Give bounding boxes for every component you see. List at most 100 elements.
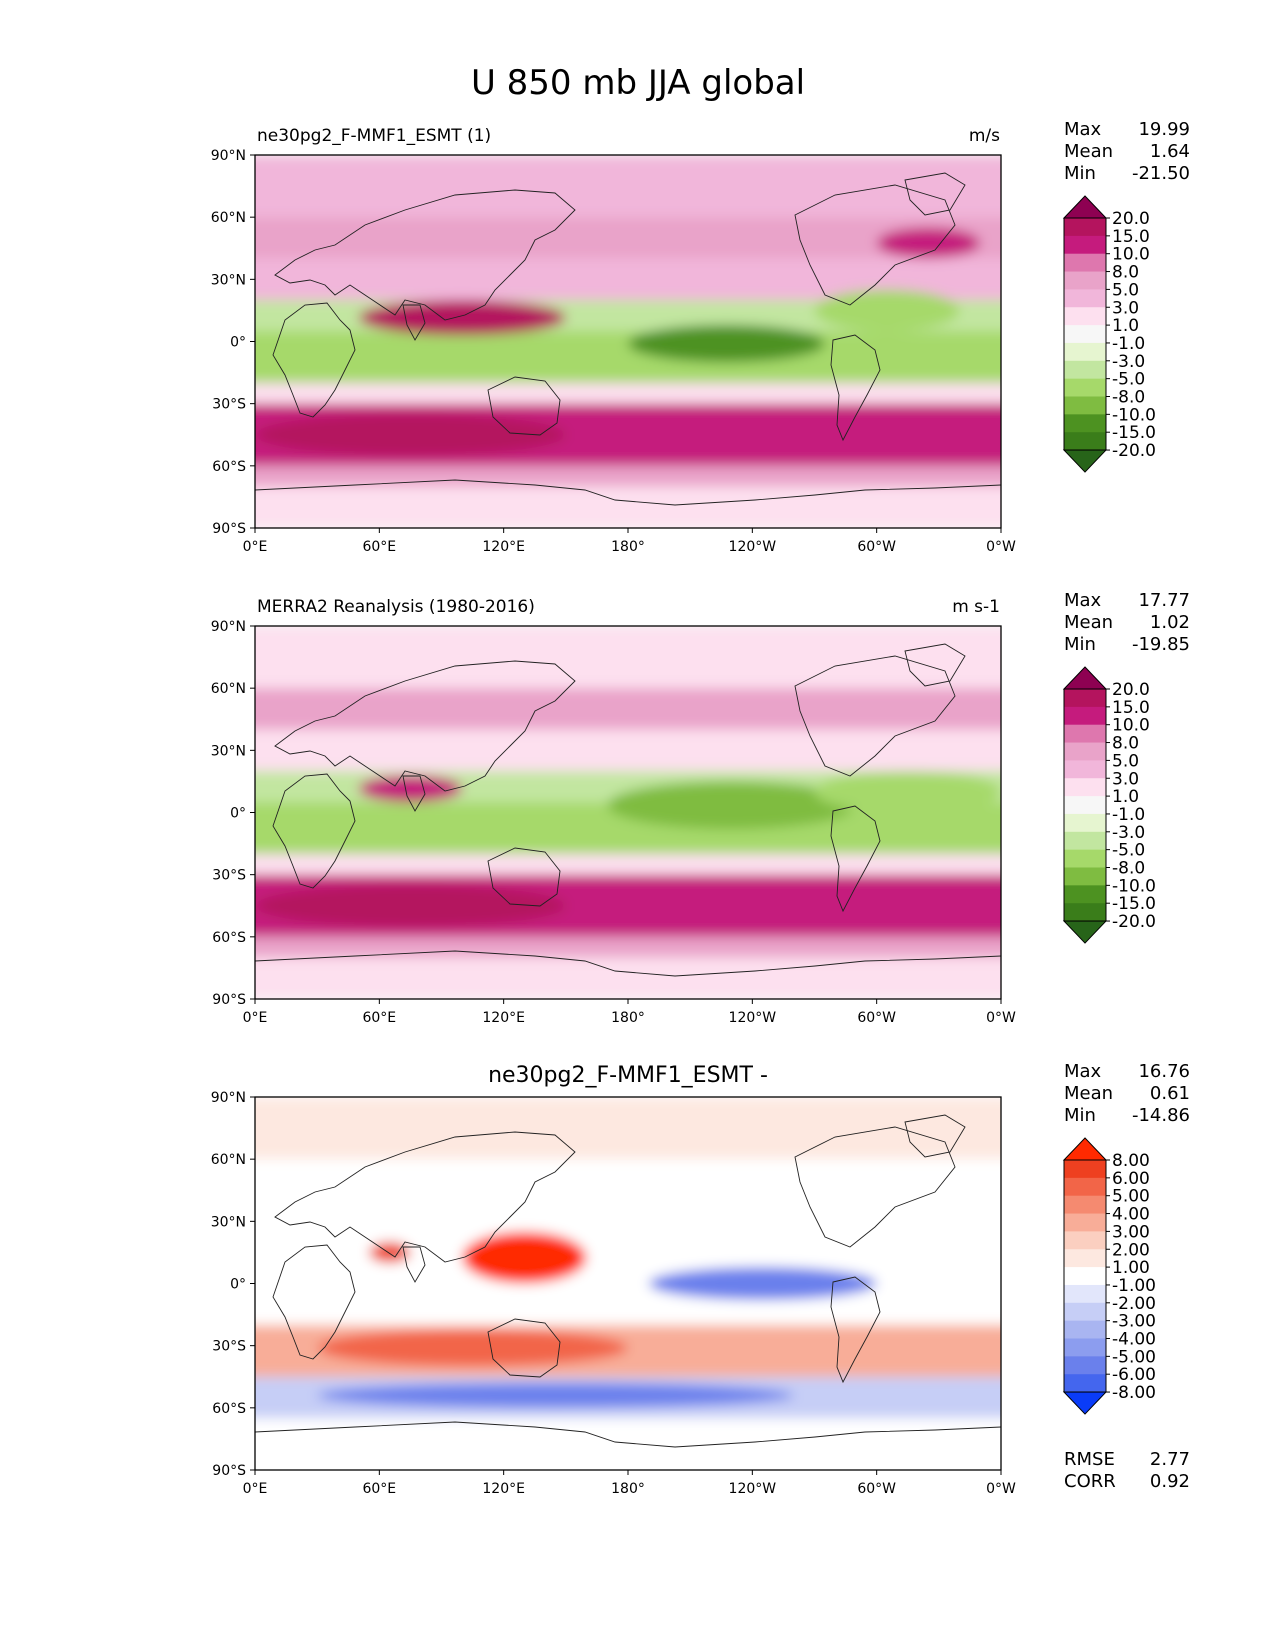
coastline <box>487 847 561 907</box>
lat-tick-label: 30°N <box>211 272 246 288</box>
stat-max-label: Max <box>1064 1061 1102 1082</box>
field-feature <box>317 1329 628 1367</box>
colorbar-label: 5.0 <box>1112 751 1139 771</box>
colorbar: 20.015.010.08.05.03.01.0-1.0-3.0-5.0-8.0… <box>1062 195 1156 473</box>
field-shading <box>255 1097 1001 1470</box>
field-feature <box>648 1266 877 1301</box>
stat-mean-label: Mean <box>1064 141 1113 162</box>
colorbar-label: 10.0 <box>1112 245 1150 265</box>
colorbar-label: 8.0 <box>1112 734 1139 754</box>
coastline <box>794 655 956 777</box>
colorbar-swatch <box>1064 1302 1106 1322</box>
lat-tick-label: 60°N <box>211 1152 246 1168</box>
colorbar-swatch <box>1064 778 1106 797</box>
field-feature <box>358 300 566 336</box>
colorbar-label: -1.00 <box>1112 1276 1156 1296</box>
field-feature <box>368 1242 411 1263</box>
lon-tick-label: 0°W <box>986 1481 1016 1497</box>
colorbar-swatch <box>1064 432 1106 451</box>
colorbar: 8.006.005.004.003.002.001.00-1.00-2.00-3… <box>1062 1137 1156 1415</box>
figure-title: U 850 mb JJA global <box>471 63 805 103</box>
lat-tick-label: 60°S <box>212 1401 246 1417</box>
stat-mean-label: Mean <box>1064 612 1113 633</box>
colorbar-swatch <box>1064 849 1106 868</box>
field-map <box>255 155 1001 528</box>
colorbar-label: 3.00 <box>1112 1222 1150 1242</box>
panel-reference: MERRA2 Reanalysis (1980-2016) m s-1 90°N… <box>211 590 1190 1026</box>
panel-left-title: MERRA2 Reanalysis (1980-2016) <box>257 597 535 617</box>
coastline <box>272 1244 356 1360</box>
coastline <box>274 1131 576 1263</box>
coastline <box>830 334 881 442</box>
lon-tick-label: 0°W <box>986 1010 1016 1026</box>
coastline <box>255 950 1001 977</box>
colorbar-swatch <box>1064 742 1106 761</box>
colorbar-label: 1.0 <box>1112 316 1139 336</box>
colorbar-extend-max <box>1062 1137 1108 1161</box>
lat-tick-label: 30°N <box>211 743 246 759</box>
colorbar-label: 15.0 <box>1112 227 1150 247</box>
colorbar-swatch <box>1064 796 1106 815</box>
lat-tick-label: 30°S <box>212 397 246 413</box>
colorbar-swatch <box>1064 1231 1106 1250</box>
colorbar-label: 8.00 <box>1112 1151 1150 1171</box>
colorbar-swatch <box>1064 885 1106 904</box>
colorbar-swatch <box>1064 271 1106 290</box>
colorbar-swatch <box>1064 360 1106 380</box>
colorbar-swatch <box>1064 1249 1106 1268</box>
stat-max-value: 16.76 <box>1138 1061 1190 1082</box>
panel-units: m/s <box>969 126 1000 146</box>
stat-min-value: -21.50 <box>1132 163 1190 184</box>
colorbar-swatch <box>1064 1338 1106 1357</box>
colorbar-extend-min <box>1062 1391 1108 1415</box>
stat-min-label: Min <box>1064 634 1096 655</box>
coastline <box>830 805 881 913</box>
colorbar-label: -3.0 <box>1112 352 1145 372</box>
coastline <box>272 773 356 889</box>
colorbar-label: -1.0 <box>1112 334 1145 354</box>
zonal-band <box>255 853 1001 875</box>
coastline <box>794 184 956 306</box>
colorbar-label: -15.0 <box>1112 894 1156 914</box>
lon-tick-labels: 0°E 60°E 120°E 180° 120°W 60°W 0°W <box>243 999 1016 1026</box>
colorbar-label: 3.0 <box>1112 769 1139 789</box>
lon-tick-label: 60°E <box>362 1010 396 1026</box>
lat-tick-label: 0° <box>230 806 246 822</box>
coastline <box>904 1114 966 1158</box>
colorbar-label: -5.0 <box>1112 370 1145 390</box>
coastline <box>272 302 356 418</box>
coastline <box>255 1421 1001 1448</box>
field-feature <box>731 414 1001 456</box>
rmse-value: 2.77 <box>1150 1449 1190 1470</box>
lon-tick-label: 120°E <box>482 539 525 555</box>
lat-tick-labels: 90°N 60°N 30°N 0° 30°S 60°S 90°S <box>211 619 255 1008</box>
zonal-band <box>255 331 1001 383</box>
field-feature <box>462 1231 587 1284</box>
colorbar-outline <box>1063 217 1107 451</box>
colorbar-label: 1.00 <box>1112 1258 1150 1278</box>
corr-label: CORR <box>1064 1471 1116 1492</box>
coastline <box>402 775 426 812</box>
zonal-band <box>255 217 1001 259</box>
colorbar-swatch <box>1064 414 1106 433</box>
lon-tick-label: 180° <box>611 539 645 555</box>
coastline <box>402 304 426 341</box>
lat-tick-label: 60°S <box>212 459 246 475</box>
colorbar-label: 6.00 <box>1112 1169 1150 1189</box>
colorbar-outline <box>1063 688 1107 922</box>
colorbar-label: -5.0 <box>1112 841 1145 861</box>
colorbar-label: -5.00 <box>1112 1347 1156 1367</box>
lat-tick-label: 90°N <box>211 148 246 164</box>
colorbar-swatch <box>1064 253 1106 273</box>
colorbar-swatch <box>1064 235 1106 255</box>
zonal-band <box>255 1159 1001 1243</box>
colorbar-swatch <box>1064 1284 1106 1304</box>
colorbar-swatch <box>1064 1374 1106 1393</box>
field-feature <box>255 885 566 927</box>
colorbar-swatch <box>1064 831 1106 851</box>
colorbar-extend-max <box>1062 195 1108 219</box>
stats-block: Max 16.76 Mean 0.61 Min -14.86 <box>1064 1061 1190 1126</box>
colorbar-label: -15.0 <box>1112 423 1156 443</box>
error-stats: RMSE 2.77 CORR 0.92 <box>1064 1449 1190 1492</box>
